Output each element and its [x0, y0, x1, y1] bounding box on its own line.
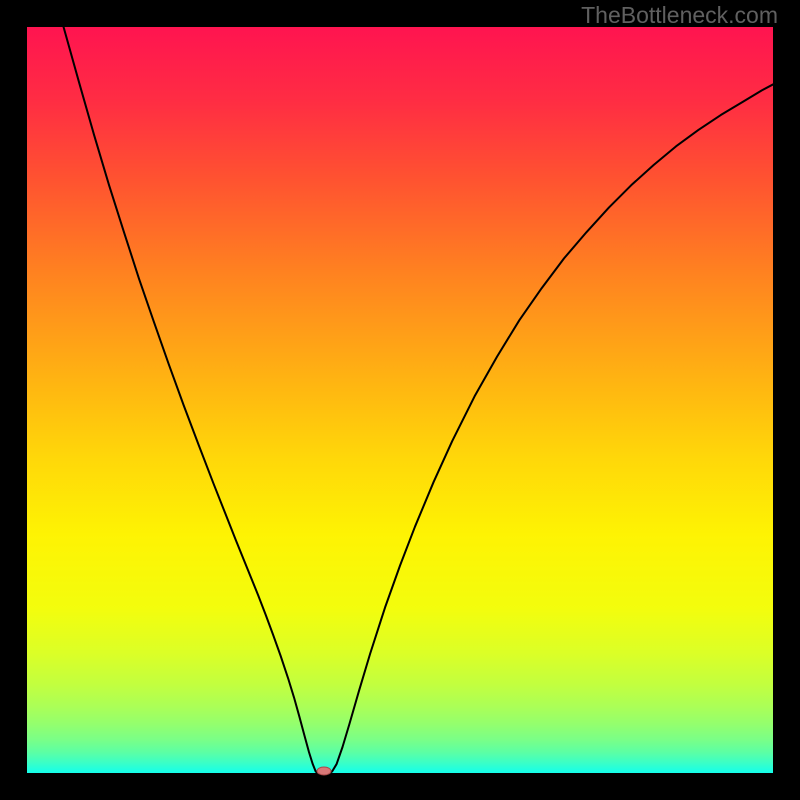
bottleneck-curve	[27, 27, 773, 773]
chart-frame: TheBottleneck.com	[0, 0, 800, 800]
watermark-text: TheBottleneck.com	[581, 2, 778, 29]
plot-area	[27, 27, 773, 773]
optimal-point-marker	[314, 764, 334, 778]
